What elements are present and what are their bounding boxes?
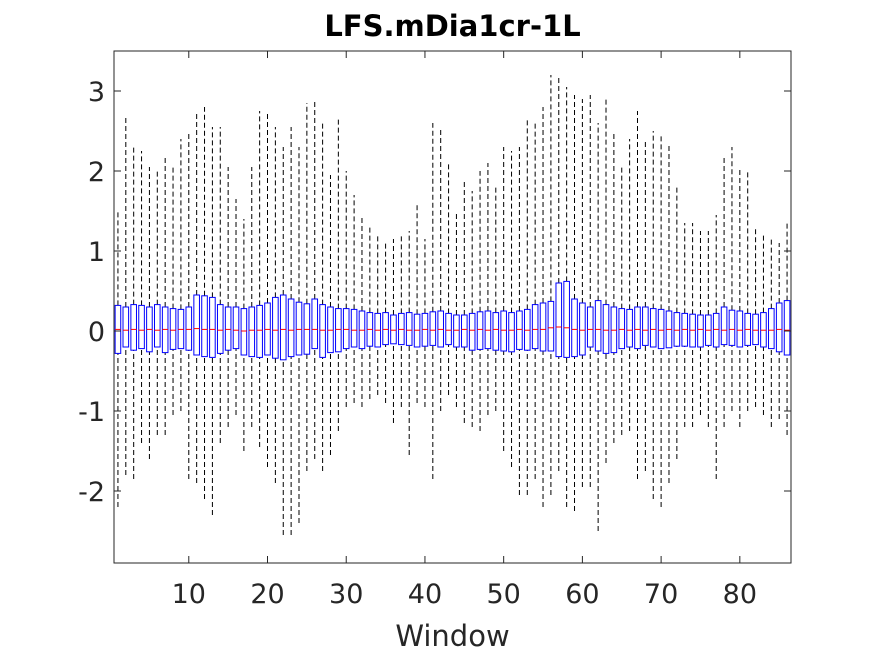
box-85: [775, 302, 783, 353]
box-35: [382, 312, 389, 346]
box-13: [209, 296, 216, 358]
box-82: [752, 313, 759, 346]
box-51: [508, 312, 515, 353]
box-50: [500, 310, 507, 352]
axes-frame: [113, 50, 792, 564]
box-63: [602, 304, 610, 354]
box-59: [571, 298, 578, 358]
box-38: [405, 312, 413, 346]
box-52: [516, 310, 523, 350]
box-65: [618, 308, 626, 350]
y-tick-label-3: 1: [88, 237, 105, 268]
x-tick-label-4: 50: [486, 579, 520, 610]
box-22: [279, 294, 287, 361]
box-68: [642, 306, 649, 346]
x-tick-label-6: 70: [644, 579, 678, 610]
box-6: [153, 304, 161, 348]
x-axis: 10 20 30 40 50 60 70 80: [172, 51, 757, 610]
box-27: [319, 304, 326, 358]
box-44: [453, 314, 460, 348]
x-tick-label-5: 60: [565, 579, 599, 610]
box-15: [224, 306, 232, 351]
box-8: [169, 308, 177, 350]
box-67: [634, 306, 641, 350]
box-69: [649, 308, 657, 348]
box-2: [122, 306, 130, 348]
box-45: [461, 314, 468, 348]
box-26: [311, 298, 319, 350]
x-tick-label-7: 80: [723, 579, 757, 610]
box-47: [476, 311, 484, 350]
box-78: [720, 306, 728, 346]
chart-title: LFS.mDia1cr-1L: [324, 9, 580, 43]
x-tick-label-3: 40: [408, 579, 442, 610]
box-57: [555, 282, 563, 358]
box-29: [335, 308, 342, 353]
box-36: [390, 314, 397, 345]
median-layer: [115, 326, 790, 332]
box-3: [130, 304, 137, 351]
box-30: [342, 308, 350, 350]
box-23: [287, 298, 295, 358]
box-70: [657, 308, 665, 350]
box-17: [240, 308, 248, 356]
box-19: [256, 304, 263, 358]
box-18: [248, 306, 256, 358]
y-tick-label-2: 0: [88, 317, 105, 348]
box-10: [185, 306, 193, 351]
y-tick-label-4: 2: [88, 157, 105, 188]
box-62: [594, 300, 602, 352]
x-axis-label: Window: [395, 619, 509, 653]
box-75: [697, 314, 704, 348]
y-tick-label-5: 3: [88, 77, 105, 108]
x-tick-label-1: 20: [250, 579, 284, 610]
box-31: [350, 308, 358, 348]
x-tick-label-2: 30: [329, 579, 363, 610]
box-12: [201, 295, 208, 358]
box-24: [295, 301, 303, 356]
box-16: [232, 306, 240, 350]
box-86: [783, 300, 791, 356]
box-77: [712, 312, 720, 348]
box-54: [531, 304, 539, 350]
box-46: [468, 312, 476, 351]
y-axis: -2 -1 0 1 2 3: [78, 77, 791, 508]
box-43: [445, 312, 452, 346]
box-80: [736, 310, 744, 348]
x-tick-label-0: 10: [172, 579, 206, 610]
box-41: [429, 311, 437, 346]
box-11: [193, 294, 200, 356]
box-56: [547, 300, 555, 352]
whisker-layer: [117, 75, 788, 535]
box-84: [768, 308, 775, 350]
box-21: [272, 296, 279, 359]
box-79: [728, 309, 736, 346]
y-tick-label-0: -2: [78, 477, 105, 508]
box-14: [216, 304, 224, 354]
box-72: [673, 312, 681, 347]
box-60: [579, 302, 586, 356]
y-tick-label-1: -1: [78, 397, 105, 428]
box-4: [138, 304, 145, 350]
box-61: [586, 306, 594, 348]
box-49: [492, 312, 500, 351]
box-66: [626, 308, 633, 348]
box-55: [539, 302, 547, 352]
box-58: [563, 280, 570, 358]
